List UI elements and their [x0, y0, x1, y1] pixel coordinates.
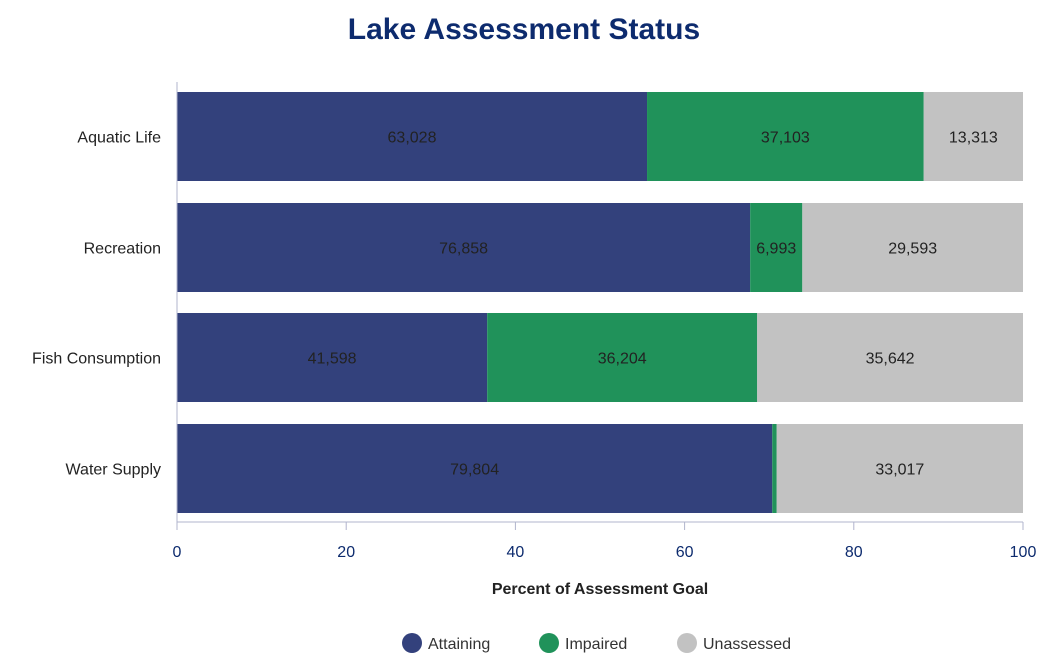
data-label: 29,593	[888, 241, 937, 258]
data-label: 37,103	[761, 130, 810, 147]
bar-attaining	[177, 313, 488, 402]
bar-attaining	[177, 92, 648, 181]
bar-attaining	[177, 203, 751, 292]
x-tick-label: 80	[845, 544, 863, 561]
data-label: 79,804	[450, 462, 499, 479]
data-label: 13,313	[949, 130, 998, 147]
legend-marker-attaining	[402, 633, 422, 653]
bar-impaired	[487, 313, 758, 402]
x-tick-label: 20	[337, 544, 355, 561]
bar-unassessed	[776, 424, 1023, 513]
bar-impaired	[647, 92, 924, 181]
category-label: Aquatic Life	[77, 130, 161, 147]
bar-unassessed	[757, 313, 1023, 402]
data-label: 6,993	[756, 241, 796, 258]
x-tick-label: 40	[507, 544, 525, 561]
x-tick-label: 100	[1010, 544, 1037, 561]
chart-title: Lake Assessment Status	[348, 13, 700, 46]
bar-attaining	[177, 424, 773, 513]
bar-unassessed	[802, 203, 1023, 292]
legend-marker-impaired	[539, 633, 559, 653]
legend-label-unassessed[interactable]: Unassessed	[703, 636, 791, 653]
bar-unassessed	[923, 92, 1023, 181]
category-label: Fish Consumption	[32, 351, 161, 368]
legend-label-impaired[interactable]: Impaired	[565, 636, 627, 653]
data-label: 63,028	[388, 130, 437, 147]
data-label: 35,642	[866, 351, 915, 368]
x-axis-label: Percent of Assessment Goal	[492, 581, 708, 598]
data-label: 36,204	[598, 351, 647, 368]
category-label: Water Supply	[66, 462, 161, 479]
legend-label-attaining[interactable]: Attaining	[428, 636, 490, 653]
bar-impaired	[750, 203, 803, 292]
bar-impaired	[772, 424, 777, 513]
x-tick-label: 60	[676, 544, 694, 561]
x-tick-label: 0	[173, 544, 182, 561]
legend-marker-unassessed	[677, 633, 697, 653]
data-label: 76,858	[439, 241, 488, 258]
data-label: 33,017	[875, 462, 924, 479]
data-label: 41,598	[308, 351, 357, 368]
category-label: Recreation	[84, 241, 161, 258]
